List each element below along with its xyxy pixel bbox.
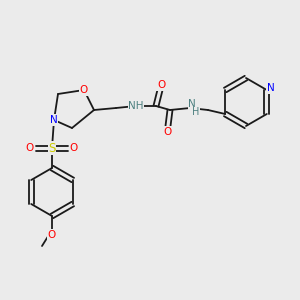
Text: N: N	[267, 83, 275, 93]
Text: N: N	[188, 99, 196, 109]
Text: O: O	[80, 85, 88, 95]
Text: O: O	[163, 127, 171, 137]
Text: S: S	[48, 142, 56, 154]
Text: O: O	[157, 80, 165, 90]
Text: O: O	[26, 143, 34, 153]
Text: N: N	[50, 115, 58, 125]
Text: H: H	[192, 107, 200, 117]
Text: O: O	[48, 230, 56, 240]
Text: O: O	[70, 143, 78, 153]
Text: NH: NH	[128, 101, 144, 111]
